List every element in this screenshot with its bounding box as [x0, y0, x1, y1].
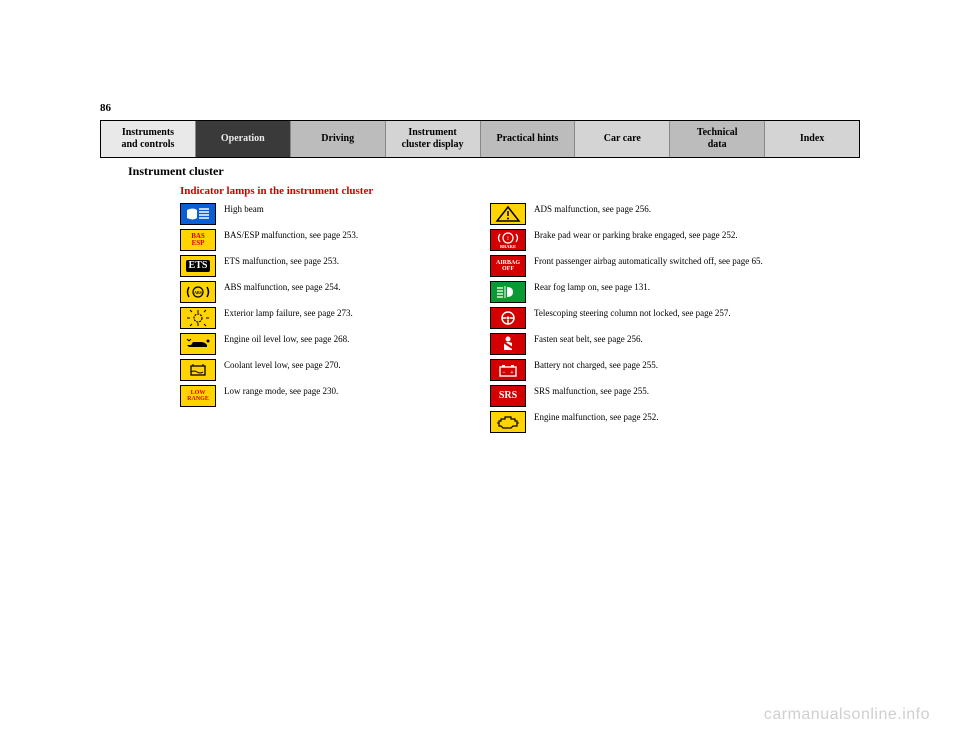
indicator-row: SRS SRS malfunction, see page 255. — [490, 385, 820, 407]
bas-esp-icon: BASESP — [180, 229, 216, 251]
indicator-desc: ABS malfunction, see page 254. — [224, 281, 340, 293]
brake-icon: ! BRAKE — [490, 229, 526, 251]
indicator-desc: Telescoping steering column not locked, … — [534, 307, 731, 319]
tab-4[interactable]: Practical hints — [481, 121, 576, 157]
low-range-icon: LOWRANGE — [180, 385, 216, 407]
indicator-row: Exterior lamp failure, see page 273. — [180, 307, 490, 329]
high-beam-icon — [180, 203, 216, 225]
indicator-row: ABS ABS malfunction, see page 254. — [180, 281, 490, 303]
page-number: 86 — [100, 102, 111, 114]
indicator-row: ADS malfunction, see page 256. — [490, 203, 820, 225]
svg-text:BRAKE: BRAKE — [500, 244, 516, 249]
indicator-row: −+ Battery not charged, see page 255. — [490, 359, 820, 381]
indicator-column-right: ADS malfunction, see page 256.! BRAKE Brak… — [490, 203, 820, 433]
indicator-row: AIRBAGOFF Front passenger airbag automati… — [490, 255, 820, 277]
subheading: Indicator lamps in the instrument cluste… — [180, 185, 860, 197]
tab-0[interactable]: Instrumentsand controls — [101, 121, 196, 157]
svg-text:+: + — [510, 370, 514, 376]
indicator-desc: BAS/ESP malfunction, see page 253. — [224, 229, 358, 241]
battery-icon: −+ — [490, 359, 526, 381]
indicator-row: Coolant level low, see page 270. — [180, 359, 490, 381]
tab-5[interactable]: Car care — [575, 121, 670, 157]
watermark: carmanualsonline.info — [764, 706, 930, 724]
indicator-desc: Battery not charged, see page 255. — [534, 359, 658, 371]
indicator-columns: High beam BASESP BAS/ESP malfunction, see … — [180, 203, 860, 433]
tab-1[interactable]: Operation — [196, 121, 291, 157]
steering-icon — [490, 307, 526, 329]
indicator-desc: Front passenger airbag automatically swi… — [534, 255, 763, 267]
oil-icon — [180, 333, 216, 355]
svg-text:!: ! — [507, 237, 509, 242]
indicator-desc: SRS malfunction, see page 255. — [534, 385, 649, 397]
seatbelt-icon — [490, 333, 526, 355]
coolant-icon — [180, 359, 216, 381]
warning-triangle-icon — [490, 203, 526, 225]
airbag-off-icon: AIRBAGOFF — [490, 255, 526, 277]
svg-text:ABS: ABS — [194, 290, 203, 295]
indicator-desc: Exterior lamp failure, see page 273. — [224, 307, 353, 319]
indicator-row: Engine oil level low, see page 268. — [180, 333, 490, 355]
lamp-out-icon — [180, 307, 216, 329]
indicator-desc: Rear fog lamp on, see page 131. — [534, 281, 650, 293]
indicator-desc: Engine malfunction, see page 252. — [534, 411, 658, 423]
indicator-column-left: High beam BASESP BAS/ESP malfunction, see … — [180, 203, 490, 433]
indicator-row: BASESP BAS/ESP malfunction, see page 253. — [180, 229, 490, 251]
indicator-desc: Coolant level low, see page 270. — [224, 359, 341, 371]
indicator-desc: Fasten seat belt, see page 256. — [534, 333, 643, 345]
indicator-row: LOWRANGE Low range mode, see page 230. — [180, 385, 490, 407]
indicator-row: Engine malfunction, see page 252. — [490, 411, 820, 433]
indicator-row: Telescoping steering column not locked, … — [490, 307, 820, 329]
indicator-desc: High beam — [224, 203, 264, 215]
nav-tabs: Instrumentsand controlsOperationDrivingI… — [100, 120, 860, 158]
tab-7[interactable]: Index — [765, 121, 859, 157]
abs-icon: ABS — [180, 281, 216, 303]
indicator-row: ETS ETS malfunction, see page 253. — [180, 255, 490, 277]
tab-6[interactable]: Technicaldata — [670, 121, 765, 157]
svg-text:−: − — [502, 370, 506, 376]
indicator-row: High beam — [180, 203, 490, 225]
indicator-row: Rear fog lamp on, see page 131. — [490, 281, 820, 303]
tab-3[interactable]: Instrumentcluster display — [386, 121, 481, 157]
indicator-row: ! BRAKE Brake pad wear or parking brake en… — [490, 229, 820, 251]
engine-icon — [490, 411, 526, 433]
indicator-row: Fasten seat belt, see page 256. — [490, 333, 820, 355]
ets-icon: ETS — [180, 255, 216, 277]
tab-2[interactable]: Driving — [291, 121, 386, 157]
indicator-desc: Engine oil level low, see page 268. — [224, 333, 349, 345]
srs-icon: SRS — [490, 385, 526, 407]
indicator-desc: ADS malfunction, see page 256. — [534, 203, 651, 215]
indicator-desc: ETS malfunction, see page 253. — [224, 255, 339, 267]
indicator-desc: Low range mode, see page 230. — [224, 385, 338, 397]
indicator-desc: Brake pad wear or parking brake engaged,… — [534, 229, 738, 241]
section-title: Instrument cluster — [128, 164, 860, 179]
fog-rear-icon — [490, 281, 526, 303]
manual-page: Instrumentsand controlsOperationDrivingI… — [100, 120, 860, 433]
